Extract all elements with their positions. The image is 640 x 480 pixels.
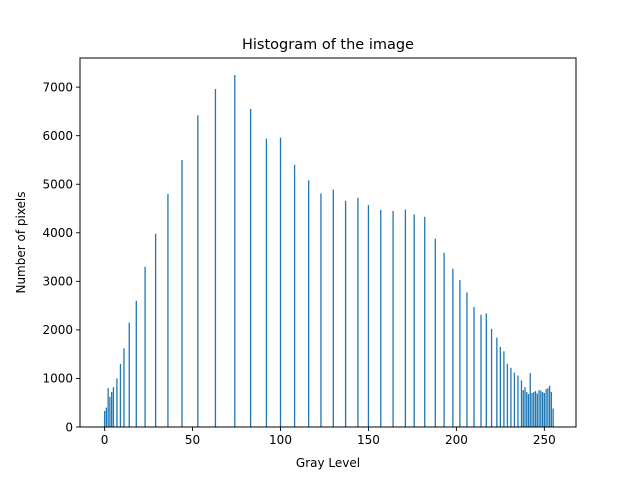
histogram-bar xyxy=(529,373,531,427)
histogram-bar xyxy=(547,388,549,427)
y-axis-label: Number of pixels xyxy=(14,191,28,293)
histogram-bar xyxy=(344,200,347,427)
histogram-bar xyxy=(496,337,498,427)
y-tick-label: 7000 xyxy=(42,80,73,94)
histogram-bar xyxy=(531,393,533,427)
histogram-bar xyxy=(541,392,544,427)
histogram-bar xyxy=(527,393,530,427)
y-tick-label: 4000 xyxy=(42,226,73,240)
histogram-bar xyxy=(480,314,482,427)
histogram-bar xyxy=(545,389,547,427)
histogram-bar xyxy=(534,391,537,427)
histogram-bar xyxy=(543,393,545,427)
histogram-bar xyxy=(520,380,523,427)
histogram-bar xyxy=(107,388,109,427)
histogram-bar xyxy=(513,372,516,427)
histogram-bar xyxy=(308,180,310,427)
x-axis-label: Gray Level xyxy=(296,456,360,470)
y-tick-label: 5000 xyxy=(42,178,73,192)
histogram-bar xyxy=(540,390,542,427)
histogram-bar xyxy=(279,137,282,427)
histogram-bar xyxy=(506,363,509,427)
histogram-bar xyxy=(109,396,111,427)
histogram-bar xyxy=(249,108,252,427)
histogram-bar xyxy=(116,378,118,427)
histogram-bar xyxy=(167,193,169,427)
histogram-bar xyxy=(443,252,445,427)
histogram-bar xyxy=(459,279,461,427)
histogram-bar xyxy=(128,322,130,427)
histogram-bar xyxy=(490,328,493,427)
histogram-bar xyxy=(181,159,183,427)
histogram-bar xyxy=(112,387,115,427)
histogram-bar xyxy=(499,346,502,427)
histogram-bar xyxy=(367,205,370,427)
histogram-bar xyxy=(466,292,468,427)
histogram-bar xyxy=(452,268,454,427)
histogram-bar xyxy=(404,209,407,427)
bars-group xyxy=(103,74,554,428)
histogram-bar xyxy=(197,115,199,427)
histogram-bar xyxy=(526,392,528,427)
histogram-bar xyxy=(550,392,553,427)
y-tick-label: 2000 xyxy=(42,323,73,337)
x-tick-label: 100 xyxy=(269,433,292,447)
histogram-bar xyxy=(522,390,524,427)
histogram-bar xyxy=(538,390,540,427)
histogram-bar xyxy=(234,74,236,428)
histogram-bar xyxy=(214,89,217,427)
plot-frame xyxy=(79,57,577,428)
x-axis-ticks: 0 50 100 150 200 250 xyxy=(101,427,556,447)
y-tick-label: 1000 xyxy=(42,372,73,386)
y-tick-label: 3000 xyxy=(42,275,73,289)
x-tick-label: 200 xyxy=(445,433,468,447)
histogram-bar xyxy=(119,363,122,427)
x-tick-label: 0 xyxy=(101,433,109,447)
histogram-bar xyxy=(503,351,505,427)
y-axis-ticks: 0 1000 2000 3000 4000 5000 6000 7000 xyxy=(42,80,80,434)
histogram-bar xyxy=(434,238,436,427)
histogram-bar xyxy=(332,189,334,427)
x-tick-label: 150 xyxy=(357,433,380,447)
histogram-bar xyxy=(123,348,125,427)
histogram-bar xyxy=(485,313,487,427)
x-tick-label: 50 xyxy=(185,433,200,447)
histogram-bar xyxy=(293,164,296,427)
histogram-bar xyxy=(154,233,157,427)
chart-title: Histogram of the image xyxy=(242,37,414,53)
y-tick-label: 0 xyxy=(65,420,73,434)
histogram-bar xyxy=(105,407,108,427)
histogram-bar xyxy=(144,266,146,427)
histogram-bar xyxy=(103,410,106,427)
x-tick-label: 250 xyxy=(533,433,556,447)
histogram-bar xyxy=(265,138,268,427)
histogram-bar xyxy=(536,393,538,427)
histogram-bar xyxy=(135,300,137,427)
histogram-bar xyxy=(413,214,415,427)
histogram-bar xyxy=(552,408,554,427)
histogram-bar xyxy=(510,367,512,427)
y-tick-label: 6000 xyxy=(42,129,73,143)
histogram-bar xyxy=(524,387,526,427)
histogram-bar xyxy=(357,197,359,427)
histogram-bar xyxy=(320,193,322,427)
histogram-bar xyxy=(111,392,113,427)
histogram-bar xyxy=(473,307,475,427)
histogram-bar xyxy=(380,209,382,427)
histogram-bar xyxy=(548,385,551,427)
histogram-bar xyxy=(424,216,426,427)
histogram-bar xyxy=(533,392,535,427)
histogram-bar xyxy=(392,210,394,427)
histogram-bar xyxy=(517,375,519,427)
